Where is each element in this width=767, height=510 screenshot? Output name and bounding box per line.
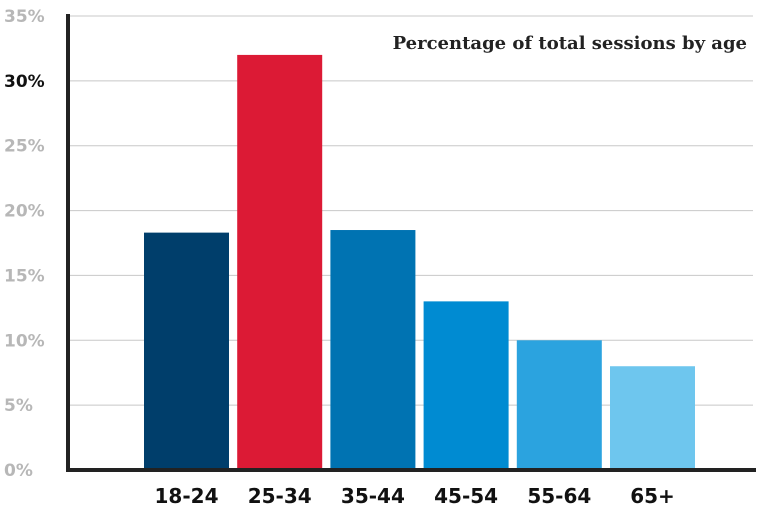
y-axis-tick-labels: 0% 5% 10% 15% 20% 25% 30% 35%	[4, 7, 45, 481]
y-tick-label: 5%	[4, 396, 33, 416]
bar-55-64	[516, 340, 602, 470]
y-tick-label: 10%	[4, 331, 45, 351]
y-tick-label: 35%	[4, 7, 45, 27]
bar-25-34	[237, 54, 323, 471]
y-tick-label: 15%	[4, 266, 45, 286]
bar-65+	[610, 366, 695, 470]
bar-45-54	[423, 301, 509, 470]
chart-title: Percentage of total sessions by age	[393, 33, 747, 54]
y-tick-label: 20%	[4, 202, 45, 222]
x-tick-label: 45-54	[434, 484, 498, 508]
x-tick-label: 35-44	[341, 484, 405, 508]
y-tick-label: 25%	[4, 137, 45, 157]
x-tick-label: 25-34	[248, 484, 312, 508]
x-tick-label: 65+	[630, 484, 675, 508]
bar-35-44	[330, 230, 416, 470]
bar-18-24	[144, 232, 229, 470]
x-tick-label: 18-24	[155, 484, 219, 508]
x-axis-tick-labels: 18-24 25-34 35-44 45-54 55-64 65+	[155, 484, 675, 508]
bars	[144, 54, 695, 471]
x-tick-label: 55-64	[527, 484, 591, 508]
y-tick-label: 0%	[4, 461, 33, 481]
y-tick-label: 30%	[4, 72, 45, 92]
